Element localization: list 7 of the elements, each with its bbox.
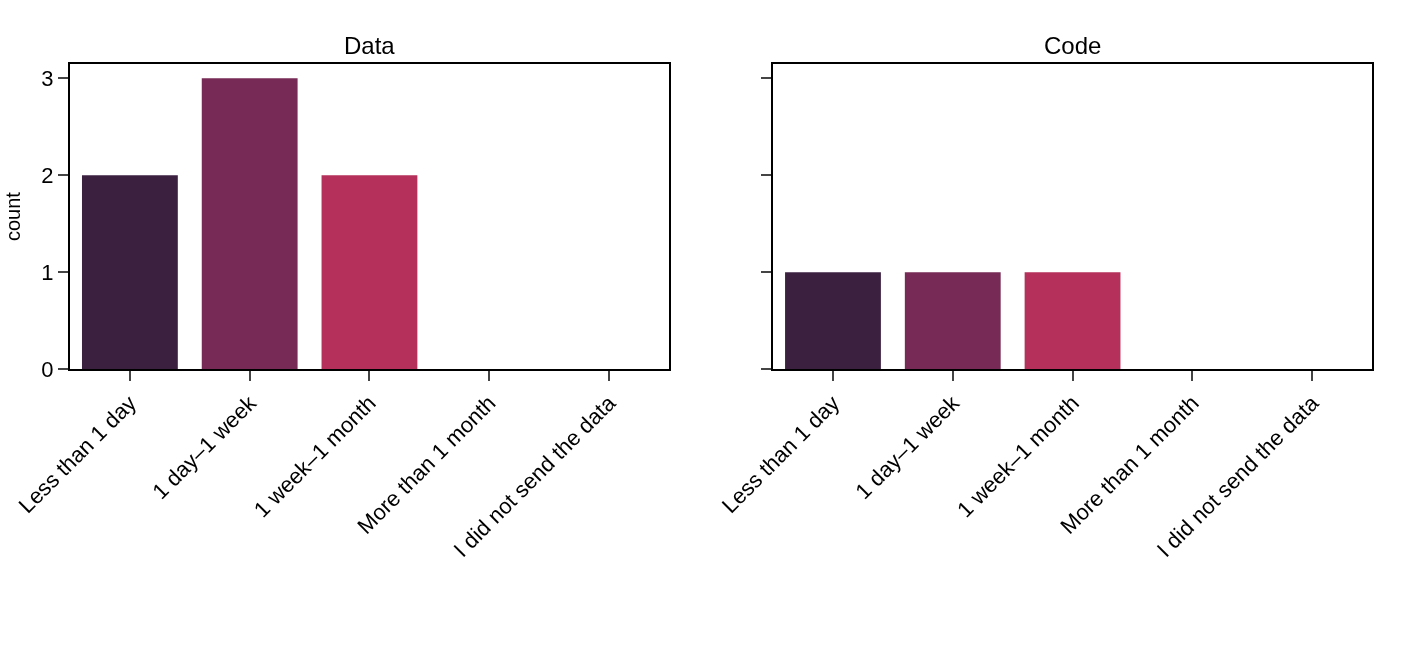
chart-title: Data xyxy=(344,32,396,59)
y-tick-label: 0 xyxy=(41,357,54,383)
y-tick-label: 1 xyxy=(41,260,54,286)
y-axis-title: count xyxy=(2,191,25,242)
chart-title: Code xyxy=(1044,32,1102,59)
y-tick-label: 3 xyxy=(41,65,54,91)
y-tick-label: 2 xyxy=(41,163,54,189)
